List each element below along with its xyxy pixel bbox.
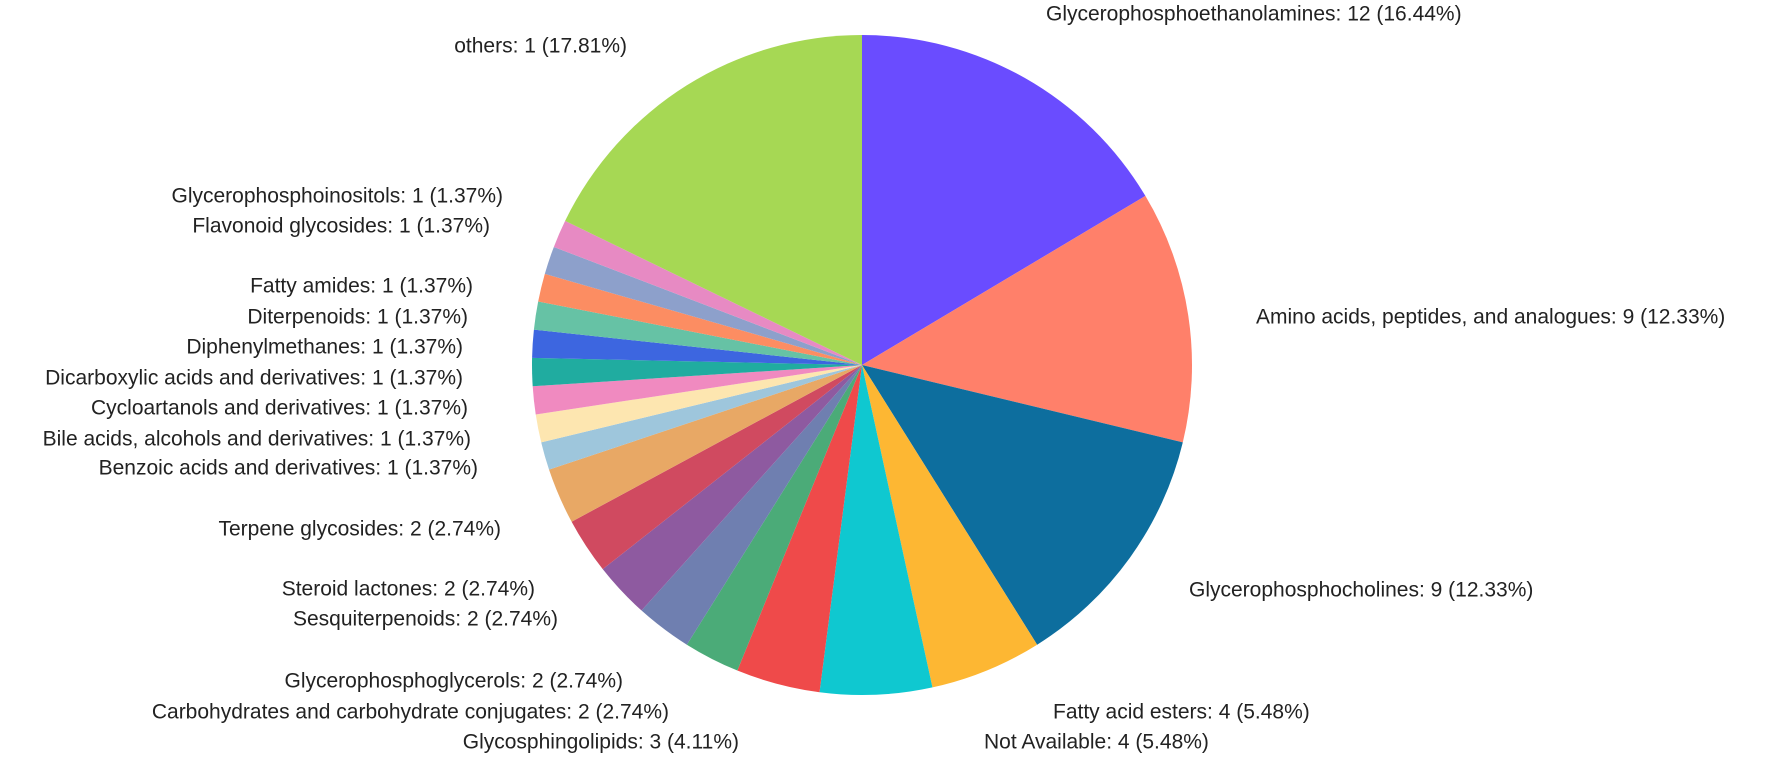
pie-slice <box>532 357 862 387</box>
pie-slice <box>862 365 1183 645</box>
slice-label: Amino acids, peptides, and analogues: 9 … <box>1256 306 1725 329</box>
slice-label: Glycerophosphoglycerols: 2 (2.74%) <box>284 670 623 693</box>
slice-label: Carbohydrates and carbohydrate conjugate… <box>152 701 669 724</box>
slice-label: Dicarboxylic acids and derivatives: 1 (1… <box>45 367 463 390</box>
pie-slice <box>862 35 1146 365</box>
slice-label: Fatty acid esters: 4 (5.48%) <box>1053 701 1310 724</box>
slice-label: Glycerophosphoethanolamines: 12 (16.44%) <box>1046 3 1462 26</box>
slice-label: Sesquiterpenoids: 2 (2.74%) <box>293 608 558 631</box>
pie-slice <box>819 365 933 695</box>
pie-slice <box>862 195 1192 443</box>
pie-slice <box>862 365 1038 688</box>
slice-label: others: 1 (17.81%) <box>454 35 627 58</box>
pie-slice <box>533 301 862 365</box>
slice-label: Glycerophosphocholines: 9 (12.33%) <box>1189 579 1533 602</box>
slice-label: Diphenylmethanes: 1 (1.37%) <box>186 336 463 359</box>
pie-slice <box>737 365 862 693</box>
slice-label: Terpene glycosides: 2 (2.74%) <box>219 518 502 541</box>
pie-slice <box>544 246 862 365</box>
pie-slice <box>565 35 862 365</box>
pie-slice <box>538 273 862 365</box>
pie-slice <box>532 329 862 365</box>
slice-label: Fatty amides: 1 (1.37%) <box>250 275 473 298</box>
pie-slice <box>532 365 862 415</box>
slice-label: Diterpenoids: 1 (1.37%) <box>247 306 468 329</box>
slice-label: Steroid lactones: 2 (2.74%) <box>282 578 535 601</box>
slice-label: Benzoic acids and derivatives: 1 (1.37%) <box>99 457 478 480</box>
pie-slice <box>553 220 862 365</box>
slice-label: Cycloartanols and derivatives: 1 (1.37%) <box>91 397 468 420</box>
slice-label: Flavonoid glycosides: 1 (1.37%) <box>192 215 490 238</box>
pie-slice <box>535 365 862 443</box>
pie-slice <box>571 365 862 570</box>
pie-slice <box>541 365 862 470</box>
slice-label: Glycosphingolipids: 3 (4.11%) <box>463 731 739 754</box>
pie-slice <box>549 365 862 522</box>
pie-slice <box>641 365 862 645</box>
pie-slice <box>686 365 862 671</box>
pie-slice <box>602 365 862 611</box>
slice-label: Bile acids, alcohols and derivatives: 1 … <box>43 428 471 451</box>
slice-label: Glycerophosphoinositols: 1 (1.37%) <box>171 185 503 208</box>
slice-label: Not Available: 4 (5.48%) <box>984 731 1209 754</box>
